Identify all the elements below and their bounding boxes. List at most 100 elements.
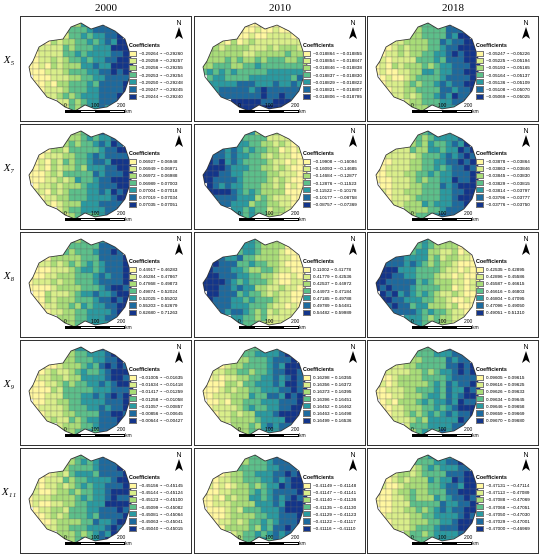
county-cell [451, 470, 459, 478]
legend-title: Coefficients [476, 475, 507, 481]
county-cell [50, 416, 58, 424]
county-cell [463, 92, 471, 100]
county-cell [80, 368, 88, 376]
county-cell [457, 194, 465, 202]
county-cell [415, 470, 423, 478]
county-cell [391, 374, 399, 382]
county-cell [80, 182, 88, 190]
county-cell [457, 44, 465, 52]
legend-range: 0.42535 ~ 0.42895 [486, 267, 525, 273]
county-cell [266, 284, 274, 292]
county-cell [56, 158, 64, 166]
county-cell [260, 158, 268, 166]
legend-item: 0.16298 ~ 0.16355 [303, 374, 365, 381]
county-cell [98, 410, 106, 418]
county-cell [248, 194, 256, 202]
county-cell [236, 488, 244, 496]
county-cell [92, 140, 100, 148]
county-cell [451, 170, 459, 178]
county-cell [38, 80, 46, 88]
county-cell [445, 164, 453, 172]
county-cell [427, 500, 435, 508]
county-cell [74, 368, 82, 376]
legend-range: −0.45081 ~ −0.45064 [139, 511, 183, 517]
county-cell [272, 194, 280, 202]
county-cell [230, 164, 238, 172]
county-cell [445, 470, 453, 478]
legend-swatch [303, 410, 311, 417]
county-cell [86, 38, 94, 46]
county-cell [236, 38, 244, 46]
county-cell [427, 86, 435, 94]
county-cell [92, 80, 100, 88]
county-cell [92, 494, 100, 502]
county-cell [68, 140, 76, 148]
county-cell [421, 38, 429, 46]
legend-range: −0.12876 ~ −0.11523 [313, 180, 357, 186]
legend-item: 0.49051 ~ 0.51310 [476, 309, 538, 316]
county-cell [80, 524, 88, 532]
county-cell [212, 506, 220, 514]
county-cell [74, 470, 82, 478]
county-cell [421, 392, 429, 400]
county-cell [385, 56, 393, 64]
county-cell [110, 170, 118, 178]
county-cell [98, 152, 106, 160]
county-cell [248, 50, 256, 58]
county-cell [451, 146, 459, 154]
county-cell [409, 134, 417, 142]
county-cell [457, 380, 465, 388]
county-cell [116, 194, 124, 202]
legend-swatch [303, 280, 311, 288]
county-cell [421, 398, 429, 406]
legend-item: −0.03796 ~ −0.03777 [476, 194, 538, 201]
county-cell [260, 260, 268, 268]
county-cell [427, 488, 435, 496]
county-cell [80, 404, 88, 412]
legend-range: −0.29244 ~ −0.29240 [139, 94, 183, 100]
county-cell [212, 290, 220, 298]
county-cell [290, 404, 298, 412]
county-cell [254, 152, 262, 160]
county-cell [421, 56, 429, 64]
county-cell [266, 518, 274, 526]
county-cell [74, 362, 82, 370]
north-label: N [523, 20, 529, 27]
county-cell [56, 62, 64, 70]
scale-t2: 200 [117, 427, 126, 433]
county-cell [439, 398, 447, 406]
county-cell [445, 50, 453, 58]
county-cell [266, 152, 274, 160]
county-cell [230, 410, 238, 418]
county-cell [98, 386, 106, 394]
legend-swatch [476, 417, 484, 424]
county-cell [68, 152, 76, 160]
county-cell [385, 188, 393, 196]
county-cell [104, 74, 112, 82]
county-cell [110, 524, 118, 532]
county-cell [116, 200, 124, 208]
county-cell [116, 62, 124, 70]
county-cell [284, 302, 292, 310]
county-cell [242, 506, 250, 514]
county-cell [62, 416, 70, 424]
county-cell [236, 50, 244, 58]
scale-t2: 200 [464, 211, 473, 217]
county-cell [86, 164, 94, 172]
county-cell [32, 62, 40, 70]
north-label: N [176, 344, 182, 351]
county-cell [415, 350, 423, 358]
county-cell [266, 170, 274, 178]
county-cell [44, 488, 52, 496]
north-arrow-icon: N [520, 452, 532, 473]
county-cell [230, 374, 238, 382]
county-cell [421, 404, 429, 412]
county-cell [44, 182, 52, 190]
county-cell [230, 176, 238, 184]
legend-item: −0.41140 ~ −0.41136 [303, 496, 365, 504]
county-cell [98, 26, 106, 34]
county-cell [116, 290, 124, 298]
county-cell [62, 80, 70, 88]
county-cell [457, 92, 465, 100]
legend: Coefficients −0.19908 ~ −0.16094 −0.16093 … [303, 151, 365, 208]
